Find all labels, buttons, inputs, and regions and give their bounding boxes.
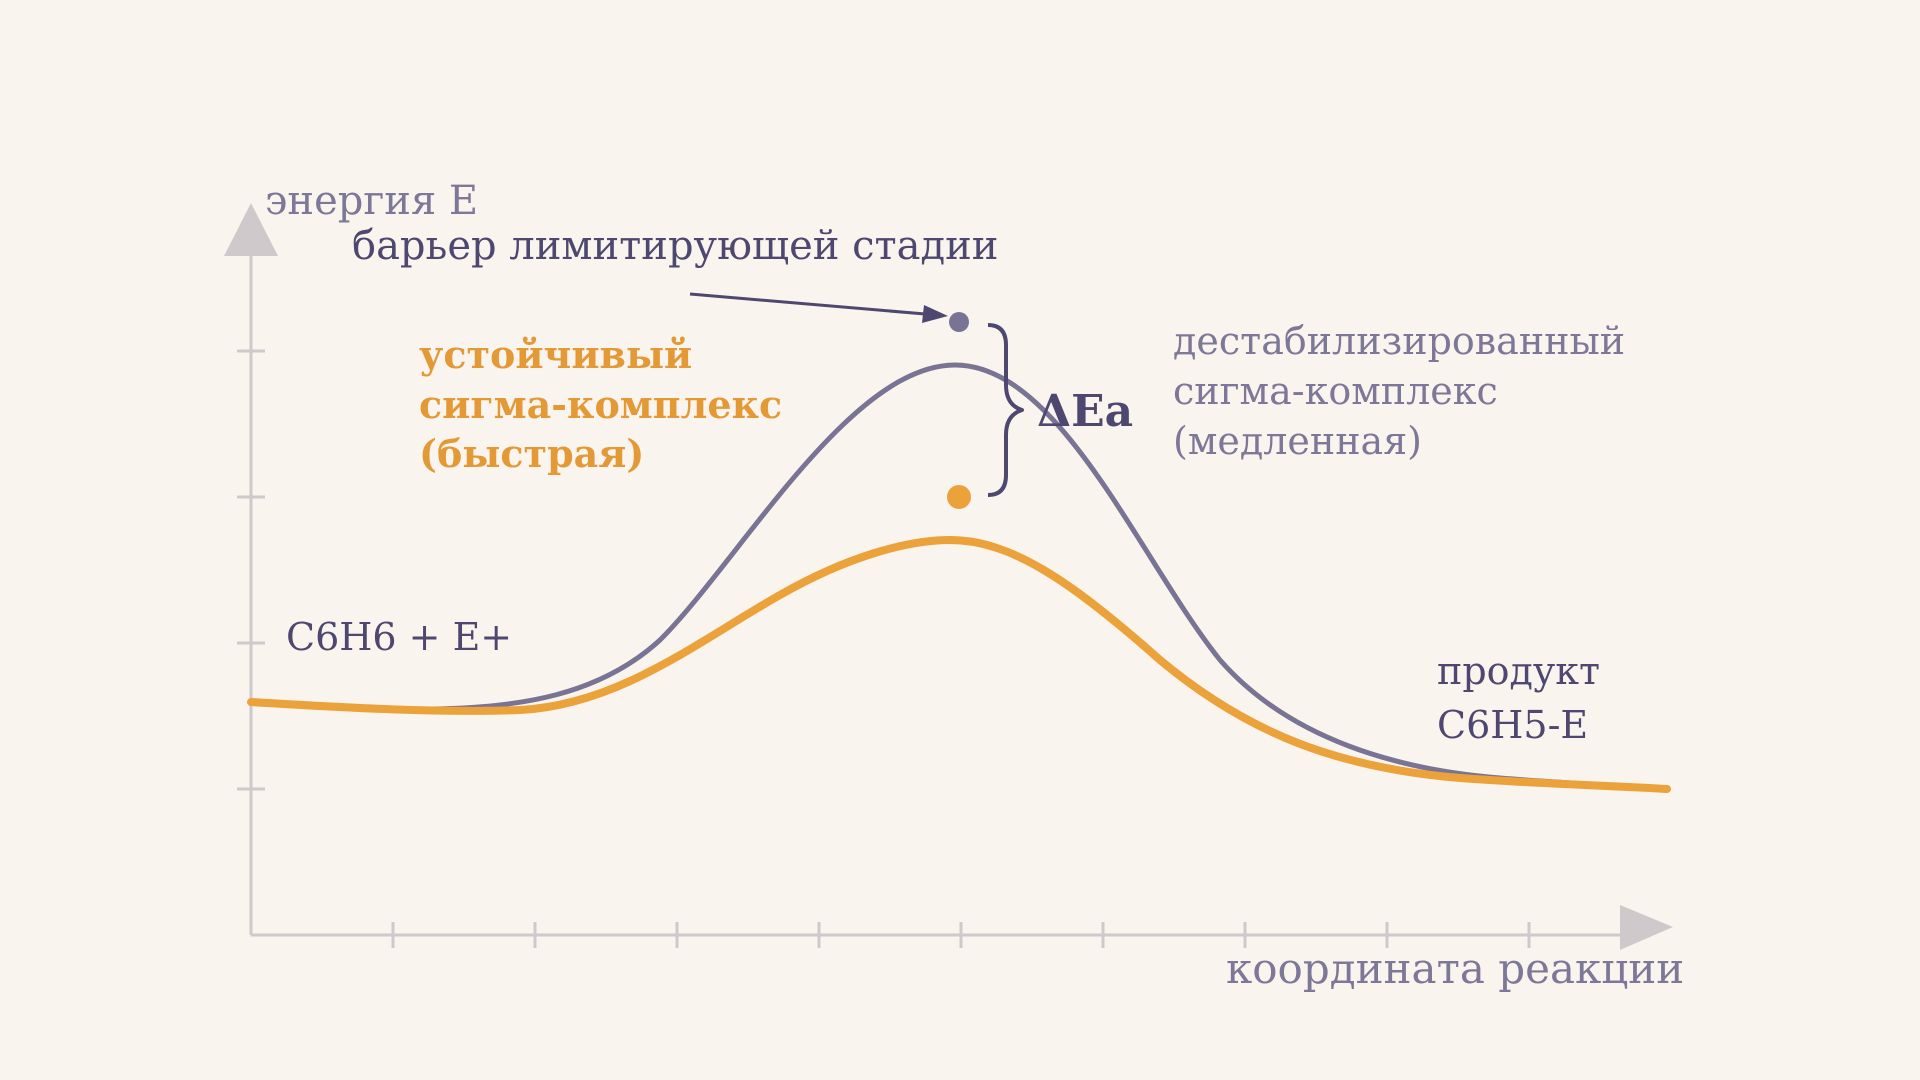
barrier-arrowhead-icon bbox=[922, 305, 948, 323]
fast-pathway-curve bbox=[247, 535, 1671, 793]
stable-label-line1: устойчивый bbox=[419, 332, 692, 377]
y-axis-label: энергия E bbox=[265, 178, 478, 224]
stable-complex-label: устойчивый сигма-комплекс (быстрая) bbox=[419, 332, 782, 476]
slow-barrier-point bbox=[949, 312, 969, 332]
delta-ea-label: ΔEa bbox=[1037, 386, 1133, 437]
axes bbox=[224, 203, 1673, 950]
destabilized-complex-label: дестабилизированный сигма-комплекс (медл… bbox=[1173, 319, 1625, 463]
x-ticks bbox=[391, 922, 1531, 948]
delta-ea-brace bbox=[987, 323, 1024, 497]
y-ticks bbox=[237, 349, 265, 791]
destab-label-line1: дестабилизированный bbox=[1173, 319, 1625, 363]
y-arrow-icon bbox=[224, 203, 278, 256]
product-label: продукт C6H5-E bbox=[1437, 649, 1600, 747]
reactants-label: C6H6 + E+ bbox=[286, 615, 512, 659]
barrier-label: барьер лимитирующей стадии bbox=[352, 223, 998, 269]
product-label-line1: продукт bbox=[1437, 649, 1600, 693]
destab-label-line3: (медленная) bbox=[1173, 419, 1422, 463]
fast-barrier-point bbox=[947, 485, 971, 509]
barrier-arrow-line bbox=[689, 292, 926, 316]
stable-label-line2: сигма-комплекс bbox=[419, 382, 782, 427]
stable-label-line3: (быстрая) bbox=[419, 431, 644, 476]
x-axis-label: координата реакции bbox=[1226, 944, 1684, 993]
destab-label-line2: сигма-комплекс bbox=[1173, 369, 1498, 413]
product-label-line2: C6H5-E bbox=[1437, 703, 1588, 747]
x-arrow-icon bbox=[1620, 905, 1673, 950]
